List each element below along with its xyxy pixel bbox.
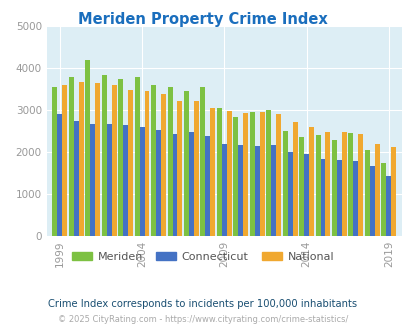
Bar (336, 160, 341, 236)
Bar (128, 90, 133, 236)
Bar (167, 87, 172, 236)
Bar (134, 77, 139, 236)
Legend: Meriden, Connecticut, National: Meriden, Connecticut, National (67, 248, 338, 267)
Bar (161, 94, 166, 236)
Bar (123, 125, 128, 236)
Bar (85, 60, 90, 236)
Bar (221, 144, 226, 236)
Bar (303, 154, 308, 236)
Bar (341, 132, 346, 236)
Bar (90, 124, 95, 236)
Bar (331, 140, 336, 236)
Text: Meriden Property Crime Index: Meriden Property Crime Index (78, 12, 327, 26)
Bar (390, 147, 395, 236)
Bar (369, 166, 374, 236)
Bar (275, 115, 280, 236)
Bar (287, 152, 292, 236)
Bar (52, 87, 57, 236)
Bar (298, 137, 303, 236)
Bar (380, 163, 386, 236)
Bar (386, 176, 390, 236)
Bar (139, 127, 144, 236)
Bar (226, 112, 231, 236)
Bar (374, 144, 379, 236)
Bar (151, 85, 156, 236)
Bar (194, 101, 198, 236)
Bar (111, 85, 116, 236)
Bar (188, 132, 194, 236)
Bar (74, 121, 79, 236)
Bar (238, 146, 243, 236)
Bar (259, 112, 264, 236)
Bar (271, 146, 275, 236)
Bar (172, 134, 177, 236)
Bar (358, 134, 362, 236)
Bar (62, 85, 67, 236)
Bar (243, 113, 247, 236)
Bar (266, 110, 271, 236)
Bar (352, 161, 358, 236)
Bar (118, 79, 123, 236)
Text: © 2025 CityRating.com - https://www.cityrating.com/crime-statistics/: © 2025 CityRating.com - https://www.city… (58, 315, 347, 324)
Bar (308, 127, 313, 236)
Bar (144, 91, 149, 236)
Bar (57, 115, 62, 236)
Bar (79, 82, 83, 236)
Bar (183, 91, 188, 236)
Bar (205, 136, 210, 236)
Bar (95, 83, 100, 236)
Bar (107, 124, 111, 236)
Bar (282, 131, 287, 236)
Bar (320, 159, 325, 236)
Bar (364, 150, 369, 236)
Bar (233, 116, 238, 236)
Bar (325, 132, 330, 236)
Bar (292, 121, 297, 236)
Bar (156, 130, 161, 236)
Text: Crime Index corresponds to incidents per 100,000 inhabitants: Crime Index corresponds to incidents per… (48, 299, 357, 309)
Bar (69, 77, 74, 236)
Bar (216, 108, 221, 236)
Bar (200, 87, 205, 236)
Bar (347, 133, 352, 236)
Bar (315, 135, 320, 236)
Bar (210, 108, 215, 236)
Bar (177, 101, 182, 236)
Bar (254, 146, 259, 236)
Bar (102, 75, 107, 236)
Bar (249, 112, 254, 236)
